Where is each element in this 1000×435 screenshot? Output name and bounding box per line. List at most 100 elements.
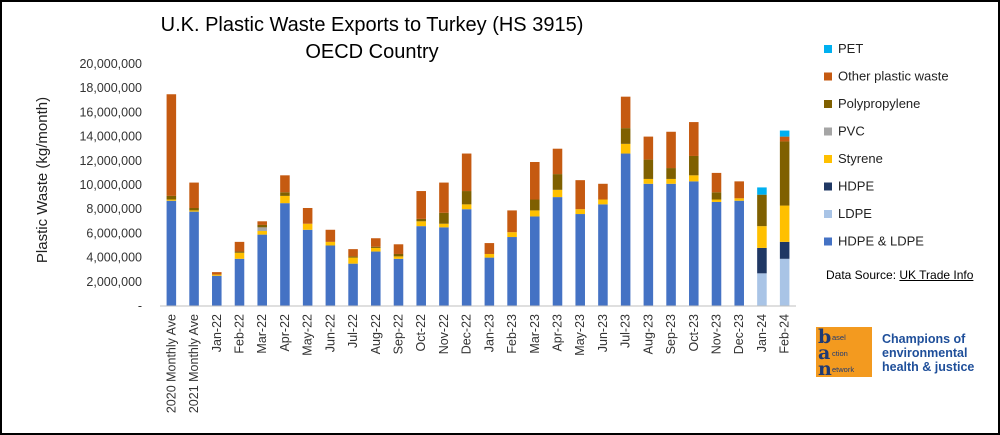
bar-segment: [598, 204, 608, 306]
x-tick-label: Aug-22: [369, 314, 383, 354]
bar-segment: [689, 122, 699, 156]
legend: PET Other plastic waste Polypropylene PVC St…: [824, 41, 949, 249]
x-tick-label: Mar-23: [528, 314, 542, 354]
bar-stack: [643, 136, 654, 306]
x-tick-label: Dec-22: [460, 314, 474, 354]
y-tick-label: 6,000,000: [86, 226, 142, 240]
bar-segment: [234, 252, 245, 259]
bar-stack: [393, 244, 404, 306]
bar-segment: [757, 273, 767, 306]
bar-segment: [620, 128, 631, 144]
bar-stack: [507, 210, 517, 306]
data-source-prefix: Data Source:: [826, 268, 900, 282]
bar-segment: [530, 199, 540, 211]
bar-segment: [166, 94, 177, 196]
bar-segment: [757, 194, 767, 227]
bar-segment: [598, 183, 608, 200]
x-tick-label: Feb-22: [233, 314, 247, 354]
bar-segment: [507, 232, 517, 238]
bar-segment: [280, 175, 290, 193]
bar-stack: [212, 272, 222, 306]
bar-segment: [484, 243, 495, 254]
y-axis-ticks: - 2,000,000 4,000,000 6,000,000 8,000,000 10,…: [79, 57, 142, 313]
bar-segment: [348, 249, 358, 257]
x-tick-label: Mar-22: [255, 314, 269, 354]
legend-label: LDPE: [838, 206, 872, 221]
bar-segment: [779, 141, 790, 206]
bar-segment: [689, 155, 699, 176]
bar-segment: [530, 210, 540, 217]
x-tick-label: Jan-22: [210, 314, 224, 352]
x-axis-ticks: 2020 Monthly Ave 2021 Monthly Ave Jan-22 Fe…: [164, 314, 791, 413]
bar-stack: [757, 187, 767, 306]
logo-word-action: ction: [832, 349, 848, 358]
logo-letter-n: n: [818, 358, 832, 380]
bar-segment: [484, 257, 495, 306]
bar-segment: [371, 251, 381, 306]
bar-segment: [552, 197, 563, 306]
bar-segment: [302, 223, 313, 230]
legend-label: PVC: [838, 124, 865, 139]
x-tick-label: Oct-23: [687, 314, 701, 352]
y-tick-label: 14,000,000: [79, 130, 142, 144]
bar-segment: [257, 234, 267, 306]
bar-stack: [552, 148, 563, 306]
bar-stack: [280, 175, 290, 306]
y-tick-label: 10,000,000: [79, 178, 142, 192]
bar-segment: [280, 203, 290, 306]
bar-segment: [439, 182, 449, 213]
y-tick-label: 8,000,000: [86, 202, 142, 216]
bar-segment: [325, 245, 336, 306]
bar-segment: [212, 274, 222, 276]
legend-label: PET: [838, 41, 863, 56]
x-tick-label: Oct-22: [414, 314, 428, 352]
bar-segment: [643, 159, 654, 179]
bar-stack: [461, 153, 472, 306]
y-tick-label: -: [138, 299, 142, 313]
bar-stack: [484, 243, 495, 306]
bar-segment: [371, 238, 381, 247]
bar-segment: [711, 192, 722, 200]
legend-swatch: [824, 100, 832, 108]
x-tick-label: Feb-24: [778, 314, 792, 354]
bar-stack: [302, 207, 313, 306]
bar-segment: [507, 210, 517, 233]
legend-swatch: [824, 210, 832, 218]
bar-segment: [257, 221, 267, 225]
x-tick-label: 2021 Monthly Ave: [187, 314, 201, 413]
bar-segment: [711, 199, 722, 202]
ban-logo: b asel a ction n etwork: [816, 327, 872, 380]
bar-segment: [189, 207, 199, 211]
x-tick-label: Jan-23: [482, 314, 496, 352]
bar-segment: [166, 199, 177, 201]
x-tick-label: Feb-23: [505, 314, 519, 354]
bar-segment: [757, 187, 767, 195]
bar-segment: [620, 143, 631, 154]
x-tick-label: Sep-23: [664, 314, 678, 354]
bar-segment: [212, 275, 222, 306]
bar-segment: [166, 200, 177, 306]
bar-segment: [393, 244, 404, 254]
bar-segment: [257, 224, 267, 228]
legend-swatch: [824, 237, 832, 246]
bar-segment: [461, 209, 472, 306]
bar-segment: [189, 211, 199, 306]
data-source-link[interactable]: UK Trade Info: [899, 268, 974, 282]
bar-segment: [689, 175, 699, 182]
legend-label: HDPE: [838, 179, 874, 194]
bar-segment: [348, 256, 358, 258]
bar-stack: [416, 191, 426, 306]
bar-segment: [393, 256, 404, 259]
x-tick-label: Jun-22: [323, 314, 337, 352]
y-tick-label: 4,000,000: [86, 251, 142, 265]
bar-segment: [325, 241, 336, 246]
bar-segment: [734, 198, 744, 201]
bar-segment: [348, 263, 358, 306]
bar-segment: [416, 226, 426, 306]
bar-stack: [166, 94, 177, 306]
bar-segment: [666, 178, 676, 184]
x-tick-label: Jul-22: [346, 314, 360, 348]
x-tick-label: Jan-24: [755, 314, 769, 352]
bar-segment: [620, 96, 631, 129]
